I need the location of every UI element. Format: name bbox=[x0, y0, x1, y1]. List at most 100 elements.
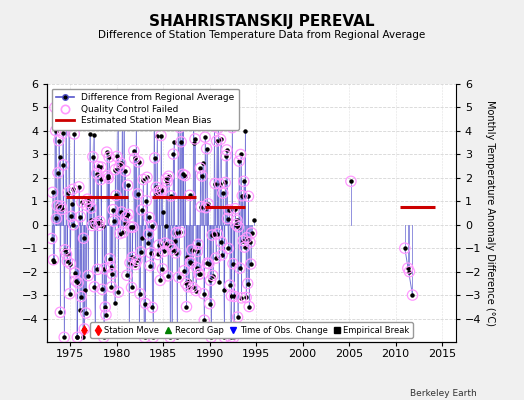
Point bbox=[64, 189, 72, 196]
Point bbox=[223, 147, 231, 153]
Point bbox=[54, 137, 63, 144]
Point bbox=[181, 280, 190, 287]
Point bbox=[215, 181, 224, 187]
Point bbox=[165, 173, 173, 180]
Point bbox=[146, 262, 154, 269]
Point bbox=[103, 149, 111, 155]
Point bbox=[172, 230, 181, 236]
Point bbox=[103, 173, 112, 179]
Point bbox=[61, 109, 70, 115]
Text: Difference of Station Temperature Data from Regional Average: Difference of Station Temperature Data f… bbox=[99, 30, 425, 40]
Point bbox=[347, 178, 355, 184]
Point bbox=[91, 326, 100, 332]
Point bbox=[214, 125, 222, 131]
Point bbox=[136, 290, 144, 297]
Point bbox=[83, 196, 92, 202]
Point bbox=[192, 264, 201, 271]
Point bbox=[137, 207, 146, 213]
Point bbox=[176, 124, 184, 131]
Point bbox=[129, 148, 138, 154]
Point bbox=[78, 199, 86, 206]
Point bbox=[236, 265, 244, 271]
Point bbox=[230, 334, 238, 340]
Point bbox=[124, 182, 132, 188]
Point bbox=[61, 247, 69, 253]
Point bbox=[129, 224, 137, 230]
Point bbox=[73, 334, 82, 340]
Point bbox=[204, 201, 212, 207]
Point bbox=[51, 104, 59, 111]
Point bbox=[165, 242, 173, 248]
Point bbox=[95, 218, 104, 224]
Point bbox=[188, 247, 196, 253]
Point bbox=[128, 254, 137, 260]
Point bbox=[119, 229, 127, 236]
Point bbox=[102, 312, 110, 318]
Point bbox=[117, 209, 126, 215]
Point bbox=[131, 261, 139, 268]
Point bbox=[232, 222, 240, 228]
Point bbox=[194, 241, 202, 248]
Point bbox=[179, 104, 188, 111]
Point bbox=[203, 260, 212, 266]
Point bbox=[246, 239, 254, 246]
Point bbox=[133, 257, 141, 264]
Point bbox=[110, 218, 118, 224]
Point bbox=[206, 277, 215, 284]
Point bbox=[52, 215, 61, 222]
Point bbox=[233, 314, 242, 320]
Point bbox=[231, 293, 239, 300]
Point bbox=[167, 193, 175, 199]
Point bbox=[98, 286, 106, 292]
Point bbox=[225, 207, 233, 213]
Point bbox=[228, 124, 236, 131]
Point bbox=[199, 290, 208, 297]
Point bbox=[242, 294, 250, 301]
Point bbox=[209, 272, 217, 279]
Point bbox=[74, 280, 82, 286]
Point bbox=[178, 104, 186, 111]
Point bbox=[134, 191, 142, 197]
Point bbox=[125, 327, 134, 334]
Point bbox=[115, 164, 123, 170]
Point bbox=[211, 180, 220, 187]
Point bbox=[101, 304, 110, 310]
Point bbox=[174, 274, 183, 280]
Point bbox=[51, 128, 60, 134]
Point bbox=[149, 334, 157, 340]
Point bbox=[160, 248, 168, 254]
Point bbox=[54, 170, 62, 176]
Point bbox=[161, 240, 169, 246]
Point bbox=[132, 115, 140, 121]
Point bbox=[195, 271, 204, 277]
Point bbox=[104, 175, 113, 181]
Point bbox=[121, 220, 129, 226]
Point bbox=[239, 238, 247, 244]
Point bbox=[114, 289, 123, 295]
Point bbox=[69, 222, 78, 228]
Point bbox=[163, 273, 172, 279]
Point bbox=[168, 246, 177, 253]
Point bbox=[213, 138, 221, 144]
Point bbox=[106, 264, 115, 270]
Point bbox=[151, 190, 160, 197]
Point bbox=[239, 178, 248, 184]
Point bbox=[124, 211, 133, 218]
Text: SHAHRISTANSKIJ PEREVAL: SHAHRISTANSKIJ PEREVAL bbox=[149, 14, 375, 29]
Point bbox=[70, 131, 79, 137]
Point bbox=[148, 304, 157, 311]
Point bbox=[152, 184, 160, 190]
Point bbox=[186, 259, 194, 266]
Point bbox=[234, 224, 243, 230]
Text: Berkeley Earth: Berkeley Earth bbox=[410, 389, 477, 398]
Point bbox=[245, 303, 254, 310]
Point bbox=[82, 202, 91, 208]
Point bbox=[158, 266, 167, 272]
Point bbox=[84, 272, 92, 279]
Point bbox=[189, 284, 197, 290]
Point bbox=[202, 145, 211, 152]
Point bbox=[66, 260, 74, 267]
Point bbox=[238, 192, 246, 199]
Point bbox=[235, 158, 243, 164]
Point bbox=[226, 334, 235, 340]
